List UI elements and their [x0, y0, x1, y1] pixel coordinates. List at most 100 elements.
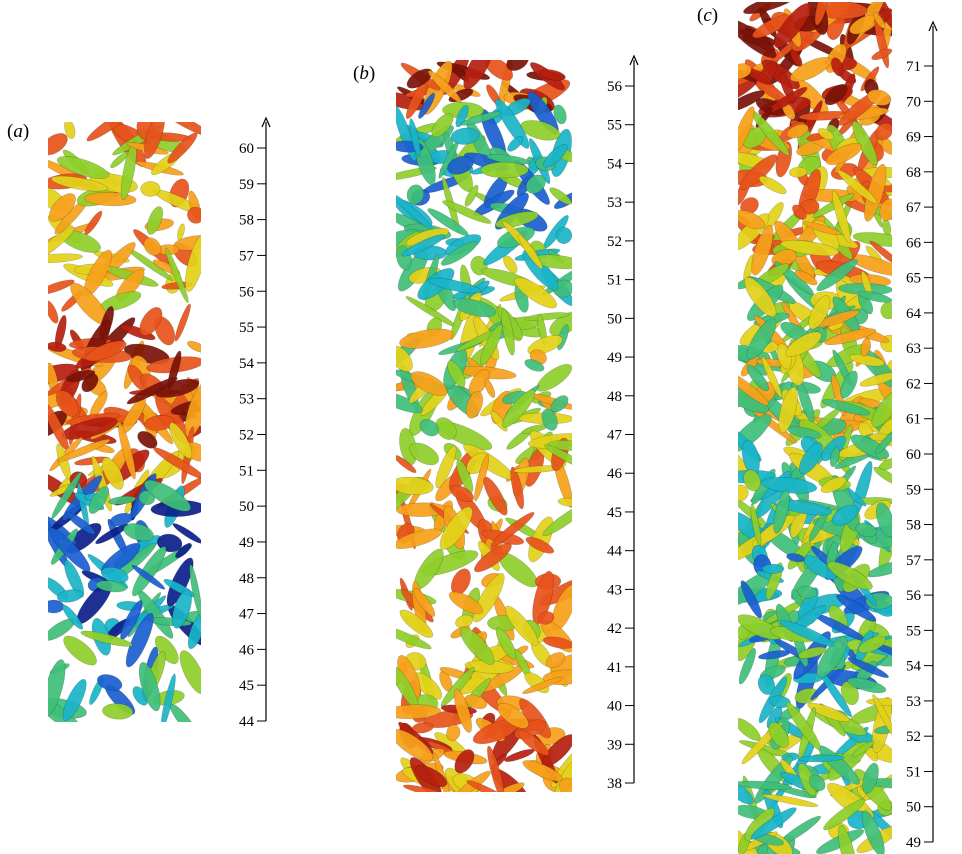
tick-label: 55 — [607, 118, 622, 134]
vortex-structure — [545, 652, 566, 669]
tick-label: 46 — [607, 466, 623, 482]
vortex-structure — [101, 457, 124, 490]
vortex-structure — [166, 557, 194, 607]
vortex-structure — [796, 585, 818, 599]
vortex-structure — [55, 390, 79, 417]
vortex-structure — [880, 301, 892, 320]
vortex-structure — [102, 703, 134, 720]
vortex-structure — [161, 122, 201, 138]
vortex-structure — [96, 674, 123, 692]
tick-label: 42 — [607, 621, 622, 637]
vortex-structure — [875, 122, 892, 141]
vortex-structure — [396, 454, 417, 474]
vortex-structure — [81, 373, 99, 393]
vortex-structure — [773, 489, 790, 534]
tick-label: 53 — [239, 392, 254, 408]
vortex-structure — [862, 762, 879, 794]
vortex-structure — [418, 92, 436, 119]
vortex-structure — [871, 390, 892, 428]
vortex-structure — [774, 2, 812, 49]
vortex-structure — [50, 175, 109, 192]
vortex-structure — [48, 133, 68, 156]
vortex-structure — [779, 620, 835, 647]
tick-label: 39 — [607, 737, 622, 753]
tick-label: 68 — [906, 165, 921, 181]
vortex-structure — [48, 659, 66, 717]
tick-label: 45 — [239, 678, 254, 694]
vortex-structure — [875, 502, 892, 538]
vortex-structure — [153, 447, 201, 480]
vortex-structure — [867, 89, 892, 106]
vortex-structure — [396, 345, 413, 372]
tick-label: 64 — [906, 306, 922, 322]
vortex-structure — [399, 328, 454, 349]
vortex-structure — [63, 635, 97, 666]
vortex-structure — [544, 444, 572, 470]
vortex-structure — [824, 83, 848, 106]
axis-a: 44 45 46 47 48 49 50 51 52 53 54 55 56 57 58 59 60 — [239, 116, 271, 730]
tick-label: 54 — [906, 659, 922, 675]
vortex-structure — [755, 844, 768, 854]
tick-label: 40 — [607, 699, 622, 715]
vortex-structure — [138, 661, 161, 712]
vortex-structure — [483, 476, 508, 516]
vortex-structure — [539, 69, 566, 81]
vortex-structure — [435, 445, 457, 489]
tick-label: 48 — [607, 389, 622, 405]
vortex-structure — [738, 484, 749, 502]
vortex-structure — [143, 415, 175, 431]
panel-c-label: (c) — [697, 5, 719, 26]
vortex-structure — [410, 371, 448, 396]
tick-label: 54 — [607, 156, 623, 172]
vortex-structure — [415, 765, 448, 788]
vortex-structure — [517, 234, 543, 270]
vortex-structure — [120, 324, 156, 341]
vortex-structure — [402, 784, 444, 792]
vortex-structure — [66, 369, 96, 383]
vortex-structure — [187, 206, 201, 224]
vortex-structure — [440, 241, 478, 266]
vortex-structure — [501, 389, 536, 428]
vortex-structure — [857, 290, 892, 303]
vortex-structure — [738, 369, 769, 406]
vortex-structure — [396, 528, 443, 549]
vortex-structure — [117, 421, 136, 480]
vortex-structure — [412, 587, 436, 617]
vortex-structure — [80, 630, 133, 647]
vortex-structure — [802, 221, 842, 236]
axis-arrow-b — [629, 54, 639, 66]
vortex-structure — [738, 781, 754, 805]
vortex-structure — [524, 359, 545, 372]
vortex-structure — [490, 511, 535, 547]
vortex-structure — [872, 694, 892, 740]
tick-label: 51 — [906, 764, 921, 780]
vortex-structure — [139, 307, 163, 336]
vortex-structure — [480, 161, 529, 179]
vortex-structure — [131, 564, 166, 590]
tick-label: 54 — [239, 356, 255, 372]
vortex-structure — [553, 104, 567, 125]
vortex-structure — [167, 132, 198, 164]
vortex-structure — [778, 386, 798, 434]
tick-label: 57 — [906, 553, 922, 569]
vortex-structure — [507, 135, 524, 152]
vortex-structure — [538, 611, 555, 625]
vortex-structure — [56, 443, 71, 480]
tick-label: 55 — [906, 623, 921, 639]
vortex-structure — [504, 605, 539, 646]
vortex-structure — [860, 337, 871, 357]
vortex-structure — [503, 255, 518, 274]
vortex-structure — [506, 60, 529, 71]
vortex-structure — [557, 497, 572, 507]
vortex-structure — [169, 422, 193, 459]
vortex-structure — [174, 303, 191, 342]
vortex-structure — [859, 372, 892, 387]
vortex-structure — [48, 253, 83, 264]
vortex-structure — [879, 198, 892, 221]
vortex-structure — [64, 559, 85, 598]
vortex-structure — [836, 594, 877, 622]
vortex-structure — [396, 704, 441, 720]
vortex-structure — [57, 438, 111, 462]
tick-label: 60 — [239, 141, 254, 157]
